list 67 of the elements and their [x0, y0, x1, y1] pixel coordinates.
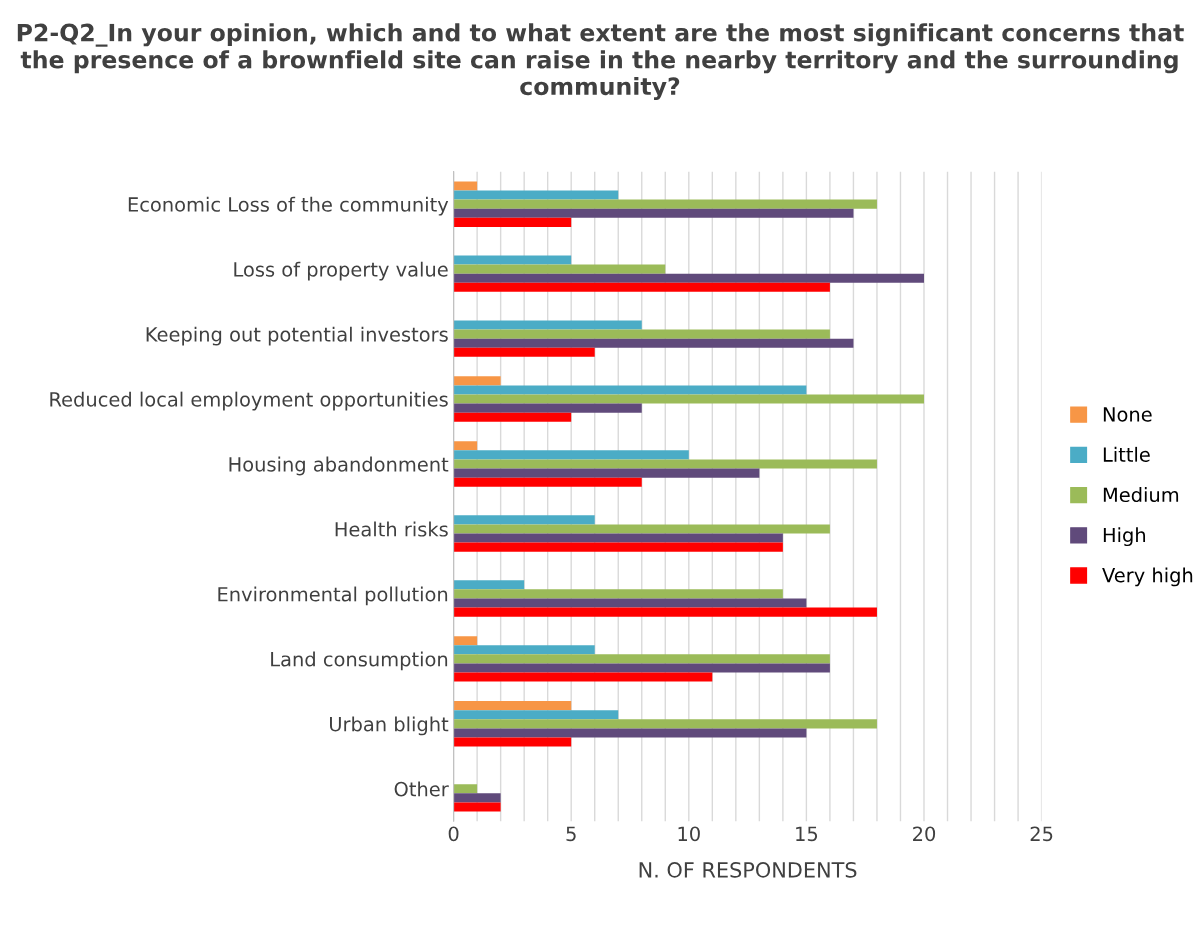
bar: [453, 589, 783, 599]
bar: [453, 737, 572, 747]
legend-label: Medium: [1103, 487, 1179, 503]
bar: [453, 394, 924, 404]
bar: [453, 515, 595, 525]
bar: [453, 654, 830, 664]
bar: [453, 524, 830, 534]
bar: [453, 338, 854, 348]
bar: [453, 645, 595, 655]
legend-label: Very high: [1102, 567, 1193, 587]
bar: [453, 607, 877, 617]
y-tick-label: Reduced local employment opportunities: [50, 391, 448, 411]
legend-label: High: [1103, 527, 1146, 547]
y-tick-label: Housing abandonment: [229, 456, 449, 476]
y-tick-label: Loss of property value: [234, 261, 448, 281]
x-tick-label: 5: [566, 826, 576, 842]
bar: [453, 199, 877, 209]
bar: [453, 264, 666, 274]
bar: [453, 701, 572, 711]
bar: [453, 412, 572, 422]
bar: [453, 441, 478, 451]
bar: [453, 580, 525, 590]
x-tick-label: 15: [796, 826, 818, 842]
bar: [453, 784, 478, 794]
y-tick-label: Environmental pollution: [218, 586, 448, 606]
bar: [453, 636, 478, 646]
y-tick-label: Urban blight: [330, 716, 449, 736]
bar: [453, 793, 501, 803]
x-tick-label: 0: [448, 826, 459, 842]
y-tick-label: Economic Loss of the community: [128, 196, 449, 216]
bar: [453, 217, 572, 227]
bar: [453, 468, 760, 478]
bar: [453, 450, 689, 460]
bar: [453, 533, 783, 543]
legend-label: Little: [1103, 446, 1150, 462]
bar: [453, 320, 642, 330]
bar: [453, 728, 807, 738]
bar: [453, 598, 807, 608]
y-tick-label: Land consumption: [271, 651, 448, 671]
bar: [453, 719, 877, 729]
bar: [453, 802, 501, 812]
bar: [453, 403, 642, 413]
bar: [453, 273, 924, 283]
bar: [453, 282, 830, 292]
bar: [453, 663, 830, 673]
bar: [453, 672, 713, 682]
bar: [453, 208, 854, 218]
bar: [453, 542, 783, 552]
bar: [453, 329, 830, 339]
bar: [453, 385, 807, 395]
x-tick-label: 20: [913, 826, 936, 842]
bar: [453, 477, 642, 487]
chart-title: P2-Q2_In your opinion, which and to what extent are the most significant concerns that the presence of a brownfield site can raise in the nearby territory and the surrounding community?: [17, 23, 1184, 100]
y-tick-label: Other: [394, 781, 449, 797]
bar: [453, 376, 501, 386]
bar: [453, 710, 619, 720]
y-tick-label: Health risks: [335, 521, 448, 537]
y-tick-label: Keeping out potential investors: [146, 326, 448, 346]
x-tick-label: 10: [678, 826, 700, 842]
bar: [453, 190, 619, 200]
bar: [453, 459, 877, 469]
bar: [453, 255, 572, 265]
legend-label: None: [1103, 407, 1152, 422]
x-tick-label: 25: [1030, 826, 1053, 842]
x-axis-title: N. OF RESPONDENTS: [639, 861, 857, 878]
bar: [453, 181, 478, 191]
bar: [453, 347, 595, 357]
